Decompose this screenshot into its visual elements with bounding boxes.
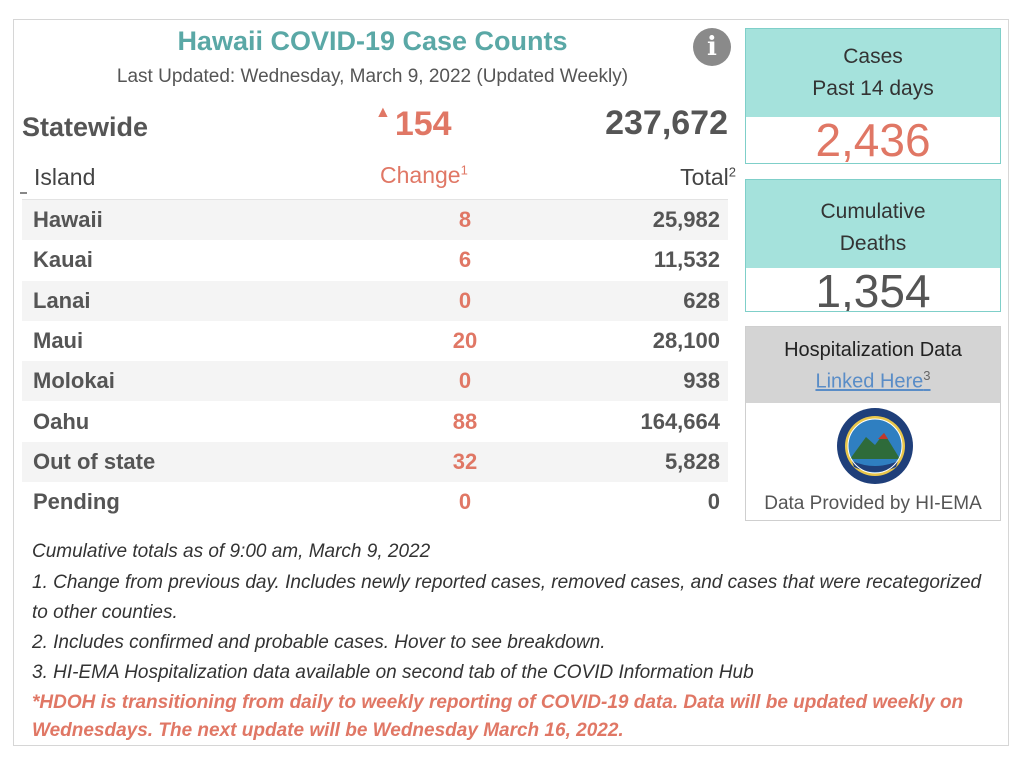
statewide-label: Statewide: [22, 112, 149, 142]
hospitalization-title: Hospitalization Data: [784, 339, 962, 361]
cumulative-deaths-card: Cumulative Deaths 1,354: [745, 179, 1001, 312]
island-name: Lanai: [33, 287, 91, 313]
deaths-card-title: Cumulative: [820, 200, 926, 223]
footnote-2-marker: 2: [728, 164, 736, 180]
column-header-total: Total2: [560, 164, 736, 191]
table-row[interactable]: Hawaii 8 25,982: [22, 200, 728, 241]
table-row[interactable]: Kauai 6 11,532: [22, 240, 728, 280]
deaths-card-header: Cumulative Deaths: [746, 180, 1000, 268]
island-total[interactable]: 25,982: [652, 207, 720, 233]
footnote-2: 2. Includes confirmed and probable cases…: [32, 631, 606, 653]
page-title: Hawaii COVID-19 Case Counts: [177, 26, 568, 56]
island-change: 88: [452, 408, 478, 434]
island-total[interactable]: 28,100: [652, 328, 720, 354]
hospitalization-link[interactable]: Linked Here3: [815, 368, 930, 394]
hospitalization-card: Hospitalization Data Linked Here3 Data P…: [745, 326, 1001, 521]
island-total[interactable]: 5,828: [664, 448, 720, 474]
cases-card-header: Cases Past 14 days: [746, 29, 1000, 117]
island-change: 32: [452, 448, 478, 474]
island-name: Molokai: [33, 368, 115, 394]
island-change: 0: [458, 287, 472, 313]
island-total[interactable]: 11,532: [653, 247, 720, 273]
island-total[interactable]: 938: [683, 368, 720, 394]
up-arrow-icon: ▲: [375, 104, 391, 121]
statewide-change-value: 154: [394, 105, 452, 143]
statewide-total: 237,672: [605, 104, 728, 142]
cumulative-deaths-value: 1,354: [815, 268, 931, 311]
island-name: Out of state: [33, 448, 156, 474]
island-name: Maui: [33, 328, 84, 354]
hospitalization-link-label[interactable]: Linked Here: [815, 370, 924, 393]
island-name: Oahu: [33, 408, 90, 434]
island-change: 6: [458, 247, 472, 273]
table-row[interactable]: Maui 20 28,100: [22, 321, 728, 361]
island-change: 20: [452, 328, 478, 354]
info-icon[interactable]: i: [693, 28, 731, 66]
last-updated: Last Updated: Wednesday, March 9, 2022 (…: [116, 66, 629, 87]
table-row[interactable]: Molokai 0 938: [22, 361, 728, 402]
footnote-1-marker: 1: [460, 162, 468, 178]
island-name: Kauai: [33, 247, 93, 273]
statewide-change: ▲ 154: [375, 104, 452, 144]
cases-14-day-value: 2,436: [815, 117, 931, 163]
column-header-island: Island: [34, 164, 96, 190]
footnote-cumulative: Cumulative totals as of 9:00 am, March 9…: [32, 541, 431, 562]
island-table: Hawaii 8 25,982 Kauai 6 11,532 Lanai 0 6…: [22, 200, 728, 522]
table-row[interactable]: Out of state 32 5,828: [22, 441, 728, 483]
table-row[interactable]: Oahu 88 164,664: [22, 401, 728, 441]
header-tick: [20, 192, 27, 194]
column-header-total-label: Total: [680, 164, 729, 190]
island-change: 0: [458, 368, 472, 394]
reporting-alert: *HDOH is transitioning from daily to wee…: [32, 691, 964, 741]
deaths-card-subtitle: Deaths: [839, 232, 907, 255]
footnote-3-marker: 3: [923, 368, 931, 383]
hospitalization-header: Hospitalization Data Linked Here3: [746, 327, 1000, 403]
island-total[interactable]: 628: [683, 287, 720, 313]
data-credit: Data Provided by HI-EMA: [764, 493, 982, 514]
footnote-1: 1. Change from previous day. Includes ne…: [32, 571, 982, 623]
island-name: Pending: [33, 489, 120, 515]
hi-ema-seal-icon: [837, 408, 913, 484]
column-header-change-label: Change: [380, 162, 461, 188]
table-row[interactable]: Pending 0 0: [22, 482, 728, 522]
footnotes: Cumulative totals as of 9:00 am, March 9…: [32, 537, 992, 745]
column-header-change: Change1: [380, 162, 468, 189]
table-row[interactable]: Lanai 0 628: [22, 280, 728, 321]
island-change: 8: [458, 207, 472, 233]
footnote-3: 3. HI-EMA Hospitalization data available…: [32, 662, 754, 683]
island-name: Hawaii: [33, 207, 103, 233]
cases-card-title: Cases: [843, 45, 903, 68]
island-total[interactable]: 164,664: [640, 408, 720, 434]
island-total[interactable]: 0: [707, 489, 720, 515]
cases-card-subtitle: Past 14 days: [812, 77, 934, 100]
island-change: 0: [458, 489, 472, 515]
cases-14-day-card: Cases Past 14 days 2,436: [745, 28, 1001, 164]
